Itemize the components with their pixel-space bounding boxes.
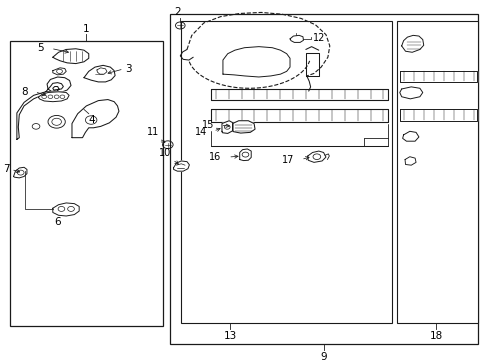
Text: 16: 16 [209,152,221,162]
Polygon shape [399,87,422,99]
Polygon shape [232,121,255,133]
Text: 18: 18 [428,330,442,341]
Polygon shape [399,109,476,121]
Polygon shape [222,121,232,134]
Polygon shape [404,157,415,165]
Polygon shape [173,161,189,171]
Text: 8: 8 [21,87,28,97]
Text: 6: 6 [54,217,61,227]
Polygon shape [14,167,27,178]
Bar [396,21,477,323]
Polygon shape [210,109,387,122]
Polygon shape [239,149,251,161]
Polygon shape [402,131,418,141]
Polygon shape [39,92,69,102]
Text: 1: 1 [83,24,89,33]
Polygon shape [307,151,325,162]
Text: 17: 17 [282,155,294,165]
Text: 9: 9 [320,352,326,360]
Polygon shape [97,68,107,74]
Bar [10,41,163,327]
Polygon shape [399,71,476,82]
Text: 3: 3 [125,64,132,74]
Text: 15: 15 [201,120,213,130]
Polygon shape [401,35,423,52]
Polygon shape [72,100,119,138]
Polygon shape [53,68,66,75]
Polygon shape [210,89,387,100]
Polygon shape [84,66,115,82]
Text: 7: 7 [3,165,10,174]
Text: 2: 2 [174,6,181,17]
Polygon shape [53,49,89,64]
Polygon shape [289,35,303,42]
Polygon shape [17,77,71,139]
Polygon shape [53,203,79,216]
Text: 12: 12 [312,33,324,43]
Text: 13: 13 [223,330,236,341]
Text: 4: 4 [89,115,95,125]
Bar [170,14,477,344]
Text: 11: 11 [147,127,159,137]
Text: 14: 14 [195,127,207,137]
Text: 5: 5 [38,44,44,53]
Polygon shape [223,47,289,77]
Text: 10: 10 [159,148,171,158]
Bar [181,21,391,323]
